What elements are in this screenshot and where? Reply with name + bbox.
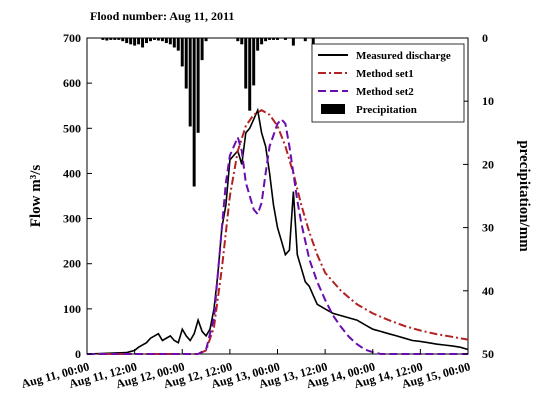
y-tick-label: 600 [63, 76, 81, 90]
precip-bar [164, 38, 168, 44]
precip-bar [133, 38, 137, 46]
precip-bar [129, 38, 133, 45]
precip-bar [248, 38, 252, 111]
precip-bar [172, 38, 176, 48]
y2-tick-label: 40 [482, 284, 494, 298]
legend-label: Precipitation [356, 104, 417, 116]
precip-bar [244, 38, 248, 89]
precip-bar [184, 38, 188, 89]
y-tick-label: 200 [63, 257, 81, 271]
precip-bar [152, 38, 156, 40]
precip-bar [303, 38, 307, 42]
precip-bar [192, 38, 196, 187]
legend-label: Method set1 [356, 68, 414, 80]
y-tick-label: 300 [63, 212, 81, 226]
precip-bar [200, 38, 204, 61]
legend-label: Method set2 [356, 86, 414, 98]
precip-bar [121, 38, 125, 42]
y2-tick-label: 0 [482, 31, 488, 45]
y-tick-label: 0 [75, 347, 81, 361]
precip-bar [105, 38, 109, 41]
precip-bar [160, 38, 164, 42]
precip-bar [204, 38, 208, 42]
series-lines [86, 107, 469, 355]
precip-bar [141, 38, 145, 48]
legend-swatch [321, 104, 345, 114]
series-line [87, 109, 469, 355]
y-tick-label: 700 [63, 31, 81, 45]
precip-bar [101, 38, 105, 40]
precip-bar [240, 38, 244, 45]
precip-bar [117, 38, 121, 40]
precip-bar [260, 38, 264, 45]
precip-bar [291, 38, 295, 46]
precip-bar [156, 38, 160, 41]
precip-bar [196, 38, 200, 133]
precip-bar [272, 38, 276, 40]
precip-bar [252, 38, 256, 86]
series-line [86, 107, 469, 355]
precip-bar [145, 38, 149, 44]
y-axis-title: Flow m³/s [28, 165, 44, 228]
y-tick-label: 500 [63, 121, 81, 135]
precipitation-bars [101, 38, 315, 187]
legend: Measured discharge Method set1 Method set2… [311, 43, 465, 123]
precip-bar [113, 38, 117, 40]
y-tick-label: 100 [63, 302, 81, 316]
chart-title: Flood number: Aug 11, 2011 [90, 9, 234, 23]
precip-bar [276, 38, 279, 40]
legend-label: Measured discharge [356, 50, 451, 62]
precip-bar [236, 38, 240, 42]
precip-bar [176, 38, 180, 51]
y2-tick-label: 30 [482, 221, 494, 235]
precip-bar [268, 38, 272, 40]
precip-bar [137, 38, 141, 45]
precip-bar [264, 38, 268, 42]
y-tick-label: 400 [63, 166, 81, 180]
precip-bar [125, 38, 129, 44]
y2-tick-label: 10 [482, 94, 494, 108]
precip-bar [283, 38, 287, 40]
series-line [87, 117, 468, 355]
precip-bar [256, 38, 260, 51]
precip-bar [109, 38, 113, 40]
precip-bar [168, 38, 172, 45]
precip-bar [149, 38, 152, 42]
precip-bar [180, 38, 184, 67]
y2-axis-title: precipitation/mm [516, 140, 532, 252]
y2-tick-label: 50 [482, 347, 494, 361]
precip-bar [188, 38, 192, 127]
y2-tick-label: 20 [482, 157, 494, 171]
